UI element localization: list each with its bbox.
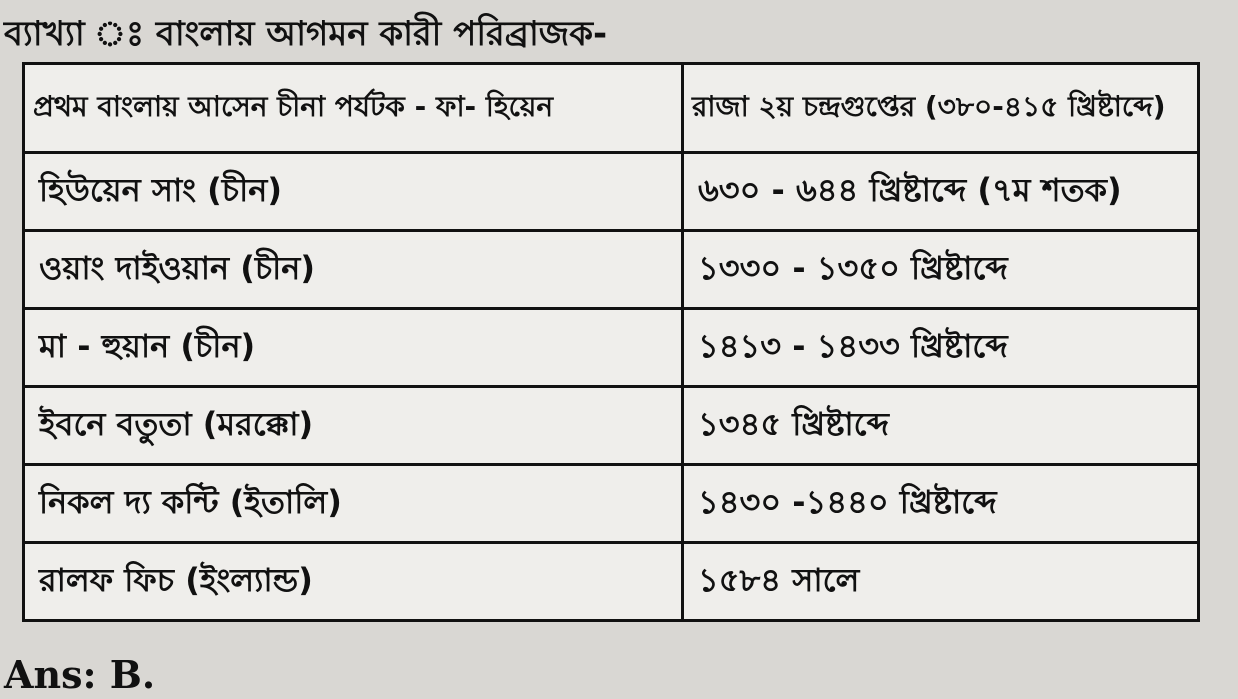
explanation-heading: ব্যাখ্যা ঃ বাংলায় আগমন কারী পরিব্রাজক- <box>4 14 608 54</box>
table-row: মা - হুয়ান (চীন) ১৪১৩ - ১৪৩৩ খ্রিষ্টাব্দ… <box>22 307 1200 388</box>
period-cell: রাজা ২য় চন্দ্রগুপ্তের (৩৮০-৪১৫ খ্রিষ্টা… <box>681 62 1200 154</box>
travelers-table: প্রথম বাংলায় আসেন চীনা পর্যটক - ফা- হিয… <box>22 62 1200 622</box>
traveler-cell: ইবনে বতুতা (মরক্কো) <box>22 385 684 466</box>
table-row: প্রথম বাংলায় আসেন চীনা পর্যটক - ফা- হিয… <box>22 62 1200 154</box>
traveler-cell: নিকল দ্য কন্টি (ইতালি) <box>22 463 684 544</box>
period-cell: ১৪৩০ -১৪৪০ খ্রিষ্টাব্দে <box>681 463 1200 544</box>
traveler-cell: হিউয়েন সাং (চীন) <box>22 151 684 232</box>
table-row: ইবনে বতুতা (মরক্কো) ১৩৪৫ খ্রিষ্টাব্দে <box>22 385 1200 466</box>
table-row: নিকল দ্য কন্টি (ইতালি) ১৪৩০ -১৪৪০ খ্রিষ্ট… <box>22 463 1200 544</box>
period-cell: ১৩৩০ - ১৩৫০ খ্রিষ্টাব্দে <box>681 229 1200 310</box>
table-row: ওয়াং দাইওয়ান (চীন) ১৩৩০ - ১৩৫০ খ্রিষ্টা… <box>22 229 1200 310</box>
period-cell: ১৪১৩ - ১৪৩৩ খ্রিষ্টাব্দে <box>681 307 1200 388</box>
period-cell: ১৫৮৪ সালে <box>681 541 1200 622</box>
traveler-cell: মা - হুয়ান (চীন) <box>22 307 684 388</box>
table-row: রালফ ফিচ (ইংল্যান্ড) ১৫৮৪ সালে <box>22 541 1200 622</box>
traveler-cell: প্রথম বাংলায় আসেন চীনা পর্যটক - ফা- হিয… <box>22 62 684 154</box>
period-cell: ৬৩০ - ৬৪৪ খ্রিষ্টাব্দে (৭ম শতক) <box>681 151 1200 232</box>
answer-text: Ans: B. <box>4 652 156 697</box>
table-row: হিউয়েন সাং (চীন) ৬৩০ - ৬৪৪ খ্রিষ্টাব্দে … <box>22 151 1200 232</box>
traveler-cell: রালফ ফিচ (ইংল্যান্ড) <box>22 541 684 622</box>
traveler-cell: ওয়াং দাইওয়ান (চীন) <box>22 229 684 310</box>
period-cell: ১৩৪৫ খ্রিষ্টাব্দে <box>681 385 1200 466</box>
